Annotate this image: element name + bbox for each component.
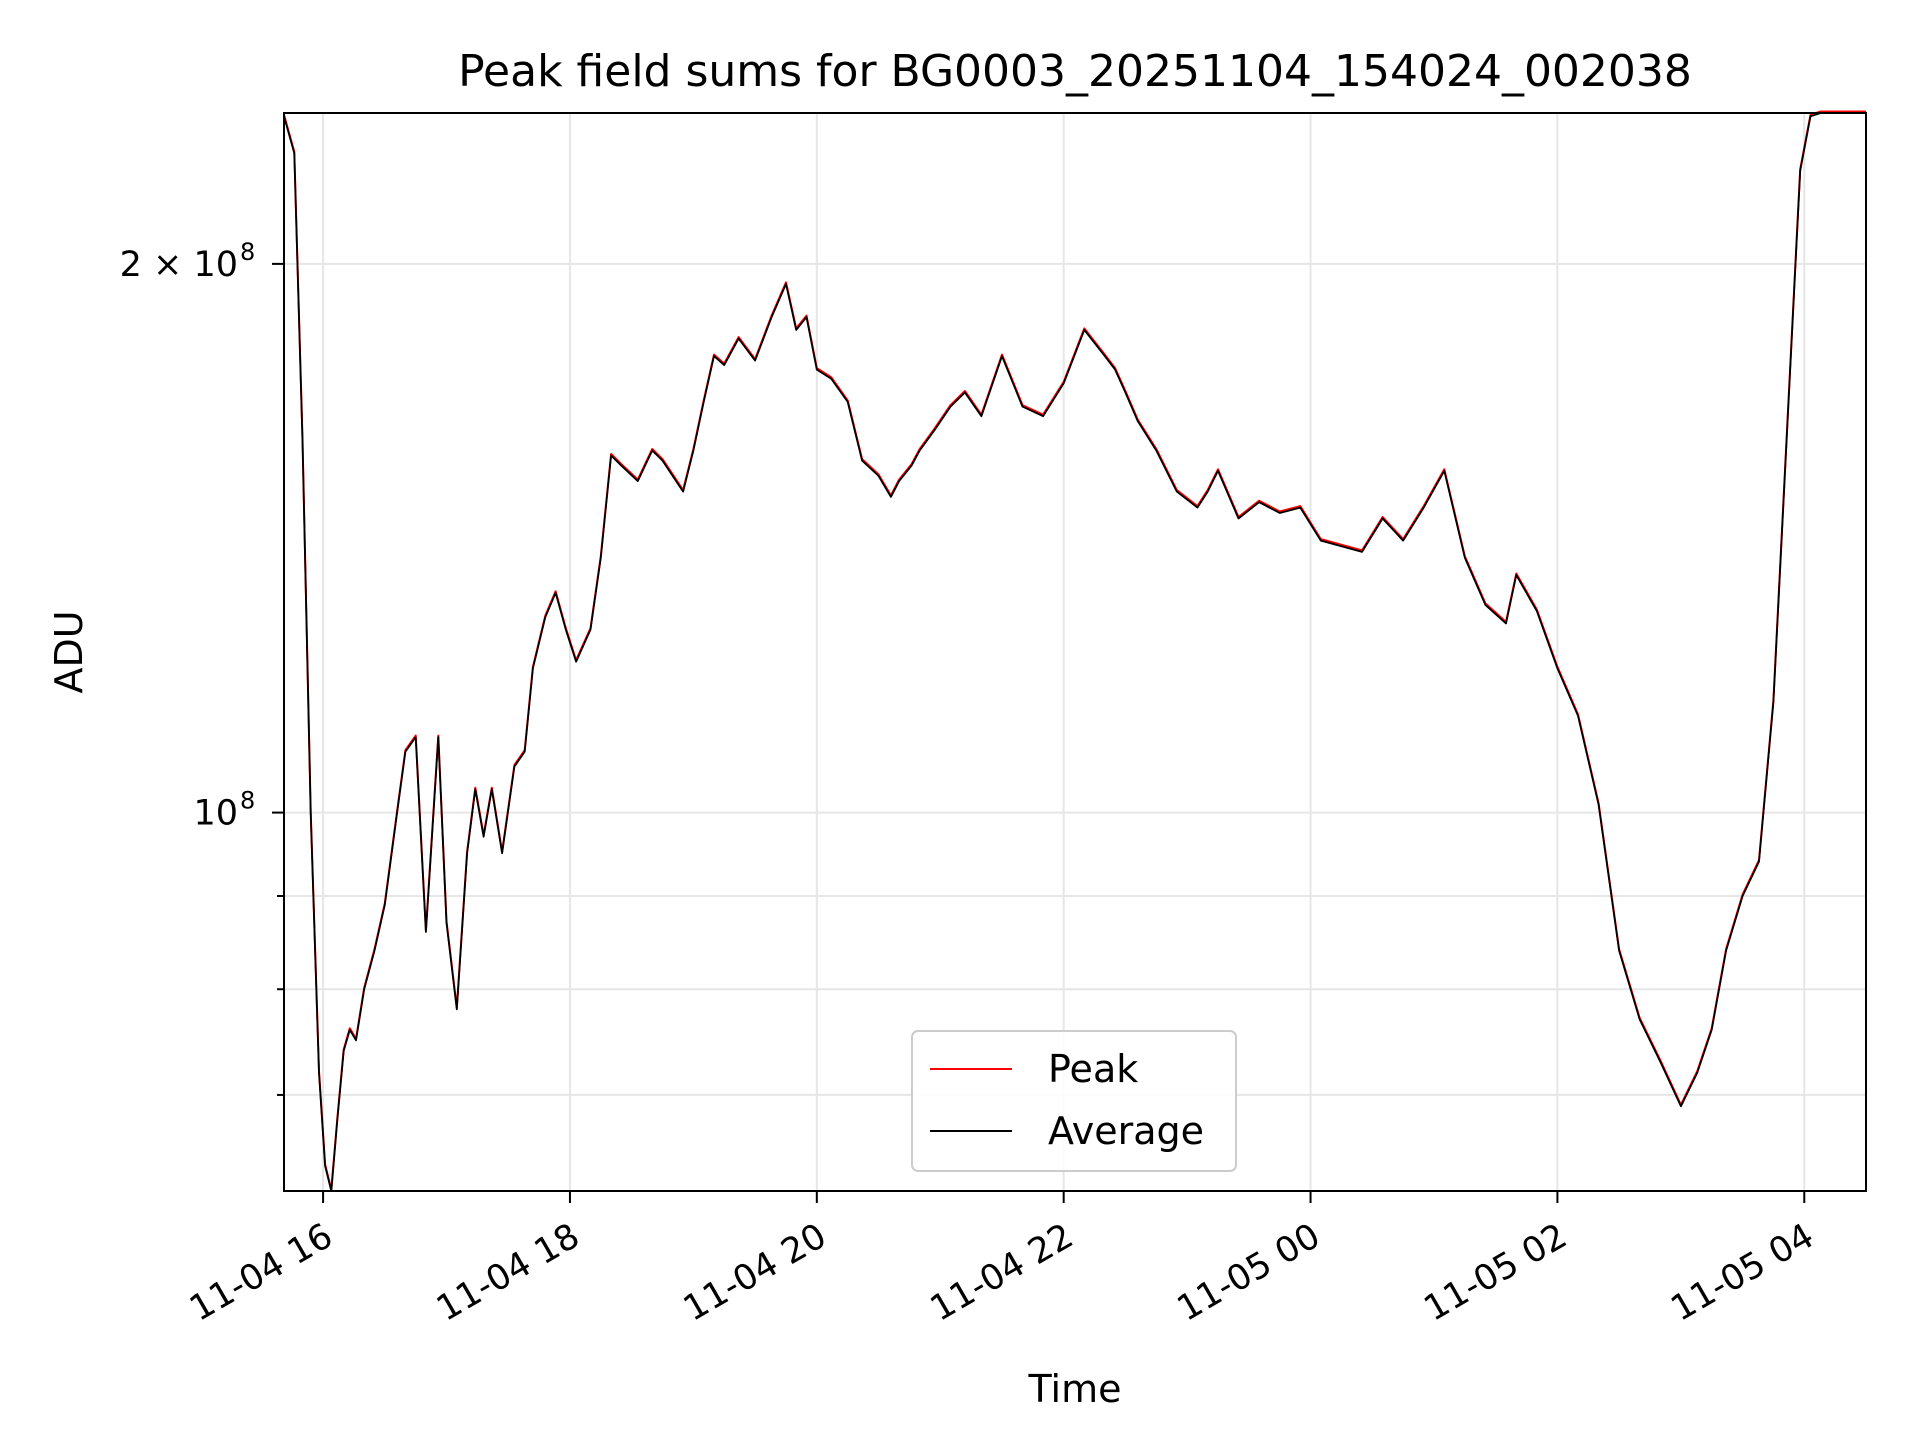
y-axis: 10 82 × 10 8 <box>120 238 284 1096</box>
chart-title: Peak field sums for BG0003_20251104_1540… <box>458 46 1692 97</box>
plot-frame <box>283 112 1867 1192</box>
legend-box <box>911 1030 1237 1172</box>
y-tick-exponent: 8 <box>240 238 255 266</box>
series-layer <box>283 110 1866 1192</box>
grid <box>284 113 1866 1191</box>
y-tick-exponent: 8 <box>240 787 255 815</box>
y-tick-label: 2 × 10 <box>120 245 238 285</box>
x-axis-label: Time <box>1028 1367 1122 1411</box>
y-tick-label: 10 <box>193 794 238 834</box>
legend: Peak Average <box>911 1030 1237 1172</box>
legend-label-average: Average <box>1048 1109 1204 1153</box>
legend-label-peak: Peak <box>1048 1047 1138 1091</box>
series-line-average <box>283 112 1866 1192</box>
y-axis-label: ADU <box>47 610 91 693</box>
